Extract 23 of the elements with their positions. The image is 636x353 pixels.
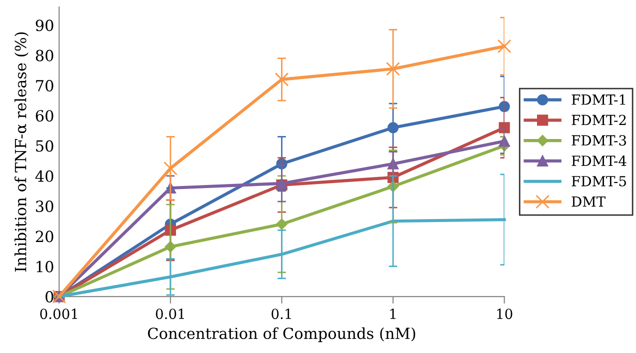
y-axis-title: Inhibition of TNF-α release (%) (14, 32, 28, 272)
legend-label: FDMT-2 (572, 114, 626, 126)
y-tick-label: 40 (35, 170, 54, 182)
legend-label: FDMT-4 (572, 156, 626, 166)
legend-label: FDMT-1 (572, 94, 626, 105)
x-tick-label: 0.01 (156, 308, 184, 320)
y-tick-label: 30 (36, 200, 54, 212)
x-tick-label: 10 (497, 308, 512, 320)
y-tick-label: 60 (36, 110, 54, 122)
y-tick-label: 20 (36, 230, 54, 242)
x-axis-title: Concentration of Compounds (nM) (148, 327, 416, 342)
x-tick-label: 1 (390, 308, 396, 319)
y-tick-label: 90 (36, 20, 54, 32)
y-tick-label: 0 (46, 290, 54, 303)
y-tick-label: 80 (36, 50, 54, 62)
x-tick-label: 0.001 (40, 308, 78, 320)
x-tick-label: 0.1 (272, 308, 291, 320)
y-tick-label: 50 (36, 140, 54, 152)
y-tick-label: 70 (36, 80, 54, 92)
y-tick-label: 10 (36, 260, 54, 272)
legend-label: FDMT-5 (572, 176, 626, 186)
legend-label: DMT (572, 196, 606, 207)
legend-label: FDMT-3 (572, 135, 626, 146)
